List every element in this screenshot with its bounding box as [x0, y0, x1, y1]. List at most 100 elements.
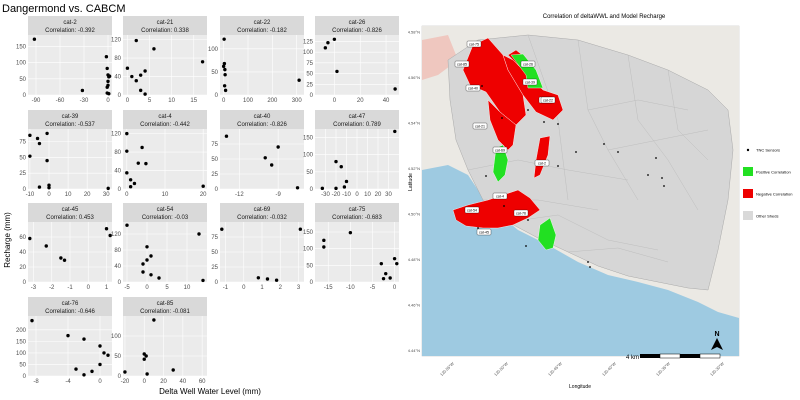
plot-area	[123, 35, 207, 95]
x-tick-label: -30	[80, 98, 89, 104]
svg-text:Negative Correlation: Negative Correlation	[756, 192, 792, 197]
y-tick-label: 0	[118, 374, 122, 380]
y-tick-label: 50	[306, 72, 313, 78]
map-x-tick-label: 120.30°W	[709, 361, 725, 377]
y-tick-label: 0	[310, 280, 314, 286]
y-tick-label: 0	[215, 280, 219, 286]
data-point	[45, 131, 49, 136]
y-tick-label: 25	[19, 171, 26, 177]
x-tick-label: 20	[160, 379, 167, 385]
facet-title: cat-21	[157, 20, 174, 26]
y-tick-label: 50	[19, 77, 26, 83]
svg-text:cat-75: cat-75	[469, 43, 479, 47]
data-point	[295, 186, 300, 190]
data-point	[59, 256, 63, 260]
facet-correlation: Correlation: -0.032	[237, 215, 287, 221]
data-point	[332, 37, 337, 41]
y-tick-label: 40	[114, 264, 121, 270]
data-point	[106, 83, 110, 87]
data-point	[393, 129, 397, 134]
data-point	[144, 161, 148, 166]
catchment-label: cat-26	[520, 60, 536, 68]
correlation-map: Correlation of deltaWWL and Model Rechar…	[408, 14, 792, 390]
svg-text:cat-40: cat-40	[468, 87, 478, 91]
y-tick-label: 80	[114, 56, 121, 62]
y-tick-label: 80	[114, 248, 121, 254]
catchment-label: cat-75	[466, 40, 482, 48]
facet-strip	[123, 203, 207, 222]
data-point	[145, 245, 149, 249]
data-point	[37, 185, 42, 189]
y-tick-label: 0	[118, 93, 122, 99]
x-tick-label: -8	[33, 379, 39, 385]
map-x-label: Longitude	[569, 384, 591, 390]
x-tick-label: -5	[124, 285, 130, 291]
north-label: N	[714, 331, 719, 338]
map-panel: cat-75cat-85cat-26cat-39cat-47cat-22cat-…	[421, 25, 740, 361]
data-point	[342, 185, 347, 189]
data-point	[145, 258, 149, 262]
x-tick-label: -15	[324, 285, 333, 291]
data-point	[106, 186, 110, 191]
svg-text:cat-69: cat-69	[495, 149, 505, 153]
y-tick-label: 75	[306, 61, 313, 67]
facet-strip	[123, 110, 207, 129]
catchment-label: cat-4	[492, 192, 508, 200]
plot-area	[123, 316, 207, 376]
data-point	[44, 244, 48, 248]
facet-correlation: Correlation: 0.338	[141, 28, 189, 34]
x-tick-label: 0	[333, 98, 337, 104]
data-point	[197, 232, 201, 236]
y-tick-label: 0	[215, 93, 219, 99]
data-point	[98, 362, 102, 367]
facet-panel: cat-40 Correlation: -0.826 0 25 50 75 -12 -9	[211, 110, 304, 198]
y-tick-label: 75	[211, 142, 218, 148]
sensor-point	[661, 177, 663, 179]
facet-panel: cat-21 Correlation: 0.338 0 40 80 120 0 5 10 15	[111, 16, 207, 104]
map-y-tick-label: 34.50°N	[408, 212, 420, 217]
x-tick-label: 5	[148, 98, 152, 104]
y-tick-label: 200	[16, 328, 27, 334]
data-point	[335, 69, 339, 74]
sensor-point	[587, 261, 589, 263]
data-point	[149, 273, 153, 277]
data-point	[344, 179, 349, 184]
svg-text:Other Sheds: Other Sheds	[756, 214, 778, 219]
plot-area	[28, 316, 112, 376]
x-tick-label: -10	[346, 285, 355, 291]
plot-area	[123, 222, 207, 282]
sensor-point	[655, 157, 657, 159]
svg-text:TNC Sensors: TNC Sensors	[756, 148, 780, 153]
data-point	[82, 337, 86, 341]
x-tick-label: -90	[32, 98, 41, 104]
data-point	[123, 370, 127, 374]
facet-correlation: Correlation: -0.182	[237, 28, 287, 34]
x-tick-label: 0	[47, 192, 51, 198]
data-point	[128, 178, 133, 182]
y-tick-label: 150	[303, 136, 314, 142]
y-tick-label: 50	[211, 157, 218, 163]
data-point	[395, 261, 399, 266]
x-tick-label: 40	[383, 98, 390, 104]
data-point	[223, 67, 227, 72]
urban-area	[422, 35, 458, 80]
y-tick-label: 50	[306, 263, 313, 269]
chart-title: Dangermond vs. CABCM	[2, 3, 126, 15]
sensor-point	[527, 219, 529, 221]
data-point	[125, 171, 129, 175]
y-tick-label: 75	[19, 140, 26, 146]
catchment-label: cat-21	[472, 122, 488, 130]
data-point	[256, 276, 261, 280]
facet-title: cat-69	[254, 207, 271, 213]
facet-panel: cat-4 Correlation: -0.442 0 40 80 120 0 10 20	[111, 110, 207, 198]
catchment-label: cat-76	[513, 209, 529, 217]
y-tick-label: 50	[211, 250, 218, 256]
data-point	[323, 46, 328, 50]
catchment-label: cat-54	[464, 206, 480, 214]
data-point	[269, 163, 274, 167]
data-point	[221, 64, 226, 69]
sensor-point	[589, 266, 591, 268]
negative-shed	[487, 99, 517, 151]
